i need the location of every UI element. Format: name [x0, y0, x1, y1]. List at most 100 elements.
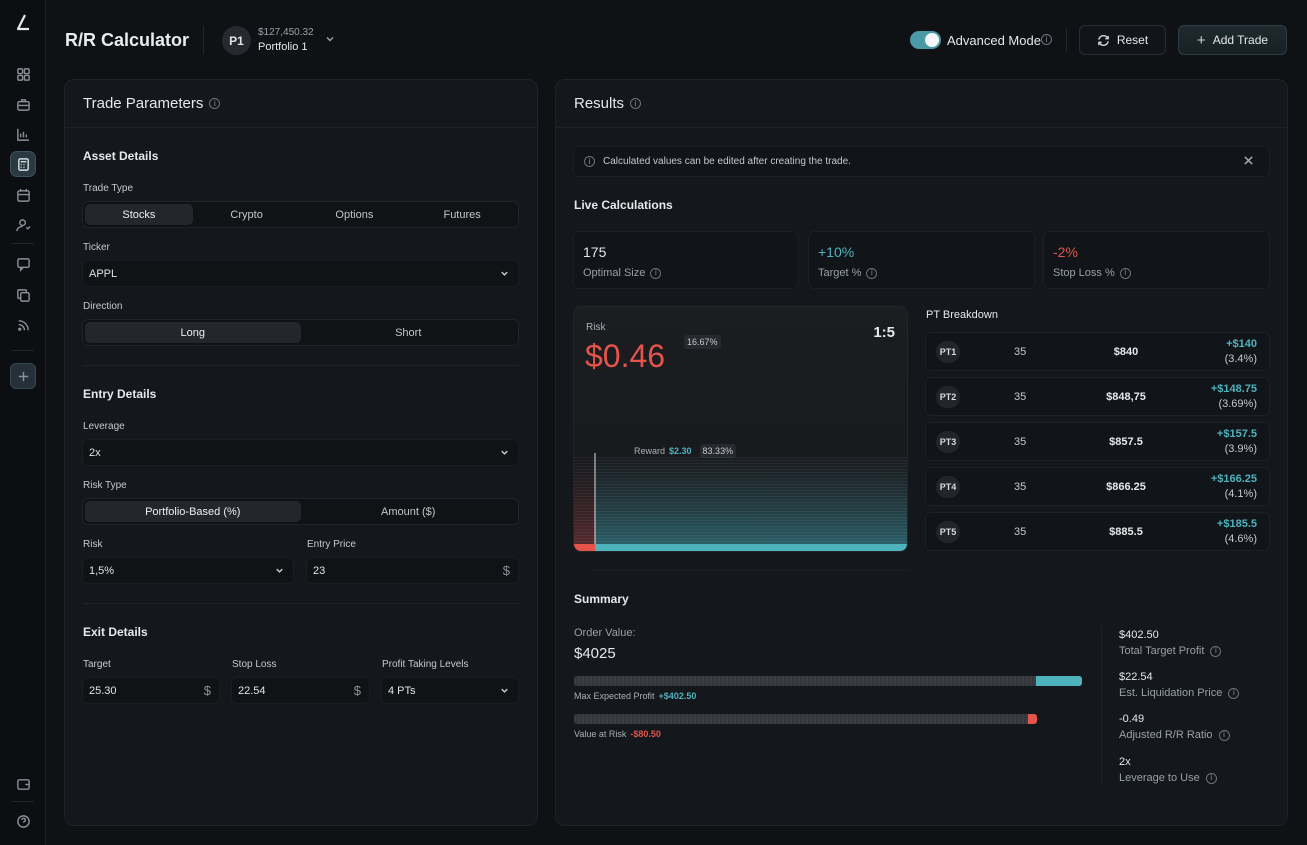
pt-price: $885.5 — [1109, 526, 1143, 538]
leverage-select[interactable]: 2x — [82, 439, 519, 466]
order-value: $4025 — [574, 645, 616, 662]
direction-long[interactable]: Long — [85, 322, 301, 343]
summary-value: -0.49 — [1119, 713, 1145, 725]
target-value: 25.30 — [89, 684, 117, 697]
order-value-label: Order Value: — [574, 627, 636, 639]
info-icon[interactable]: i — [209, 98, 221, 109]
risk-type-amount[interactable]: Amount ($) — [381, 505, 436, 518]
copy-icon[interactable] — [11, 283, 35, 307]
pt-row[interactable]: PT5 35 $885.5 +$185.5 (4.6%) — [925, 512, 1270, 551]
trade-type-crypto[interactable]: Crypto — [230, 208, 263, 221]
trade-type-segmented: Stocks Crypto Options Futures — [82, 201, 519, 228]
pt-breakdown-title: PT Breakdown — [926, 309, 998, 321]
value-at-risk-bar-fill — [1028, 714, 1037, 724]
pt-price: $848,75 — [1106, 391, 1146, 403]
info-icon[interactable]: i — [1218, 729, 1230, 741]
add-icon[interactable] — [10, 363, 36, 389]
info-icon[interactable]: i — [1119, 267, 1131, 279]
reward-value: $2.30 — [669, 446, 692, 456]
rss-icon[interactable] — [11, 313, 35, 337]
summary-label: Est. Liquidation Price i — [1119, 687, 1240, 699]
asset-details-title: Asset Details — [83, 149, 159, 163]
trade-type-futures[interactable]: Futures — [443, 208, 481, 221]
max-profit-bar-fill — [1036, 676, 1082, 686]
notice-text: Calculated values can be edited after cr… — [603, 156, 851, 167]
summary-title: Summary — [574, 592, 629, 606]
pt-row[interactable]: PT3 35 $857.5 +$157.5 (3.9%) — [925, 422, 1270, 461]
pt-qty: 35 — [1014, 481, 1027, 493]
var-caption: Value at Risk -$80.50 — [574, 729, 661, 739]
profit-levels-select[interactable]: 4 PTs — [381, 677, 519, 704]
stat-label: Optimal Size i — [583, 267, 662, 279]
target-input[interactable]: 25.30 $ — [82, 677, 220, 704]
summary-label: Adjusted R/R Ratio i — [1119, 729, 1230, 741]
info-icon[interactable]: i — [1210, 645, 1222, 657]
pt-id: PT1 — [936, 341, 960, 363]
trade-type-options[interactable]: Options — [335, 208, 374, 221]
ticker-value: APPL — [89, 267, 118, 280]
info-icon[interactable]: i — [650, 267, 662, 279]
ticker-select[interactable]: APPL — [82, 260, 519, 287]
direction-short[interactable]: Short — [395, 326, 422, 339]
info-icon[interactable]: i — [1228, 687, 1240, 699]
risk-reward-card: Risk $0.46 16.67% 1:5 Reward $2.30 83.33… — [573, 306, 908, 552]
chevron-down-icon — [276, 568, 283, 573]
entry-price-input[interactable]: 23 $ — [306, 557, 519, 584]
advanced-mode-label: Advanced Mode — [947, 33, 1041, 48]
risk-type-portfolio[interactable]: Portfolio-Based (%) — [85, 501, 301, 522]
info-icon[interactable]: i — [630, 98, 642, 109]
help-icon[interactable] — [11, 809, 35, 833]
trade-type-stocks[interactable]: Stocks — [85, 204, 193, 225]
pt-qty: 35 — [1014, 346, 1027, 358]
user-icon[interactable] — [11, 213, 35, 237]
pt-row[interactable]: PT4 35 $866.25 +$166.25 (4.1%) — [925, 467, 1270, 506]
pt-row[interactable]: PT1 35 $840 +$140 (3.4%) — [925, 332, 1270, 371]
risk-label: Risk — [83, 539, 103, 550]
stat-value: 175 — [583, 244, 607, 260]
stat-label: Target % i — [818, 267, 878, 279]
add-trade-button[interactable]: + Add Trade — [1178, 25, 1287, 55]
pt-pct: (4.1%) — [1224, 488, 1257, 500]
risk-select[interactable]: 1,5% — [82, 557, 294, 584]
portfolio-name[interactable]: Portfolio 1 — [258, 41, 308, 53]
stat-value: -2% — [1053, 244, 1078, 260]
info-icon[interactable]: i — [1041, 34, 1052, 45]
max-profit-value: +$402.50 — [658, 691, 697, 701]
trade-parameters-title-text: Trade Parameters — [83, 95, 204, 112]
summary-label: Total Target Profit i — [1119, 645, 1222, 657]
entry-details-title: Entry Details — [83, 387, 157, 401]
stat-card-stop-loss: -2% Stop Loss % i — [1043, 231, 1270, 289]
pt-qty: 35 — [1014, 391, 1027, 403]
chart-icon[interactable] — [11, 122, 35, 146]
pt-qty: 35 — [1014, 526, 1027, 538]
app-logo[interactable] — [15, 14, 31, 32]
risk-value: $0.46 — [585, 338, 666, 374]
stop-loss-input[interactable]: 22.54 $ — [231, 677, 370, 704]
close-icon[interactable] — [1243, 155, 1255, 167]
dashboard-icon[interactable] — [11, 62, 35, 86]
summary-value: 2x — [1119, 756, 1131, 768]
briefcase-icon[interactable] — [11, 92, 35, 116]
ticker-label: Ticker — [83, 242, 110, 253]
reset-button[interactable]: Reset — [1079, 25, 1166, 55]
advanced-mode-toggle[interactable] — [910, 31, 941, 49]
message-icon[interactable] — [11, 252, 35, 276]
pt-gain: +$140 — [1226, 338, 1257, 350]
pt-id: PT5 — [936, 521, 960, 543]
chevron-down-icon[interactable] — [324, 33, 336, 45]
wallet-icon[interactable] — [11, 772, 35, 796]
calculator-icon[interactable] — [11, 152, 35, 176]
pt-row[interactable]: PT2 35 $848,75 +$148.75 (3.69%) — [925, 377, 1270, 416]
info-icon[interactable]: i — [1205, 772, 1217, 784]
var-label: Value at Risk — [574, 729, 627, 739]
pt-pct: (3.4%) — [1224, 353, 1257, 365]
calendar-icon[interactable] — [11, 183, 35, 207]
info-icon[interactable]: i — [866, 267, 878, 279]
risk-value: 1,5% — [89, 564, 115, 577]
stop-loss-value: 22.54 — [238, 684, 266, 697]
exit-details-title: Exit Details — [83, 625, 148, 639]
pt-gain: +$148.75 — [1210, 383, 1257, 395]
leverage-value: 2x — [89, 446, 101, 459]
sidebar — [0, 0, 46, 845]
portfolio-avatar[interactable]: P1 — [222, 26, 251, 55]
